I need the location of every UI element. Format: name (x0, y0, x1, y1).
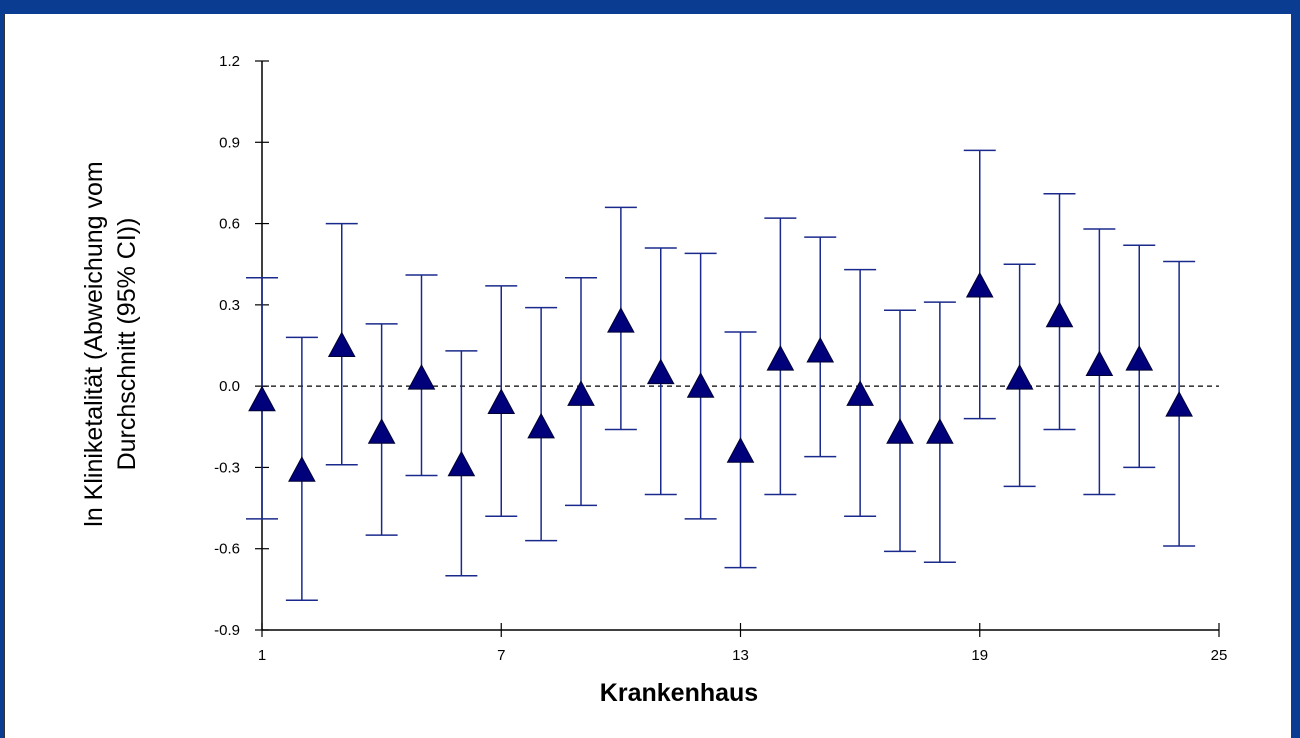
triangle-marker (1165, 391, 1193, 417)
point-markers (248, 271, 1193, 482)
triangle-marker (248, 385, 276, 412)
triangle-marker (367, 418, 396, 444)
x-tick-label: 13 (732, 647, 749, 664)
triangle-marker (527, 412, 555, 439)
triangle-marker (1085, 350, 1114, 377)
triangle-marker (1125, 344, 1154, 371)
triangle-marker (447, 450, 476, 477)
y-axis-title-line-1: ln Kliniketalität (Abweichung vom (80, 161, 108, 526)
y-tick-label: 0.3 (219, 297, 240, 314)
triangle-marker (407, 363, 436, 390)
plot-panel: ln Kliniketalität (Abweichung vom Durchs… (4, 14, 1291, 738)
x-tick-label: 25 (1211, 647, 1228, 664)
x-tick-label: 1 (258, 647, 266, 664)
triangle-marker (1045, 301, 1074, 328)
triangle-marker (965, 271, 994, 298)
y-tick-label: 0.9 (219, 134, 240, 151)
x-axis-title: Krankenhaus (600, 679, 758, 707)
x-tick-label: 19 (971, 647, 988, 664)
y-axis-title: ln Kliniketalität (Abweichung vom Durchs… (80, 161, 141, 526)
y-tick-label: -0.9 (214, 622, 240, 639)
x-tick-label: 7 (497, 647, 505, 664)
triangle-marker (886, 418, 914, 444)
y-tick-label: -0.6 (214, 541, 240, 558)
triangle-marker (646, 358, 675, 385)
axes: -0.9 -0.6 -0.3 0.0 0.3 0.6 0.9 1.2 1 7 13 19 25 (214, 53, 1227, 664)
y-tick-label: 1.2 (219, 53, 240, 70)
top-bar (0, 0, 1300, 14)
triangle-marker (288, 456, 316, 482)
triangle-marker (567, 380, 595, 406)
triangle-marker (686, 372, 715, 398)
triangle-marker (327, 331, 356, 358)
y-axis-title-line-2: Durchschnitt (95% CI)) (113, 218, 141, 471)
triangle-marker (607, 307, 635, 333)
error-bar-chart: ln Kliniketalität (Abweichung vom Durchs… (80, 53, 1227, 707)
triangle-marker (926, 418, 954, 444)
triangle-marker (1005, 363, 1034, 390)
y-tick-label: 0.6 (219, 216, 240, 233)
triangle-marker (846, 380, 874, 406)
triangle-marker (726, 437, 755, 463)
triangle-marker (487, 388, 516, 414)
y-tick-label: -0.3 (214, 459, 240, 476)
triangle-marker (766, 344, 795, 371)
y-tick-label: 0.0 (219, 378, 240, 395)
error-bars (246, 149, 1196, 601)
triangle-marker (806, 336, 835, 363)
